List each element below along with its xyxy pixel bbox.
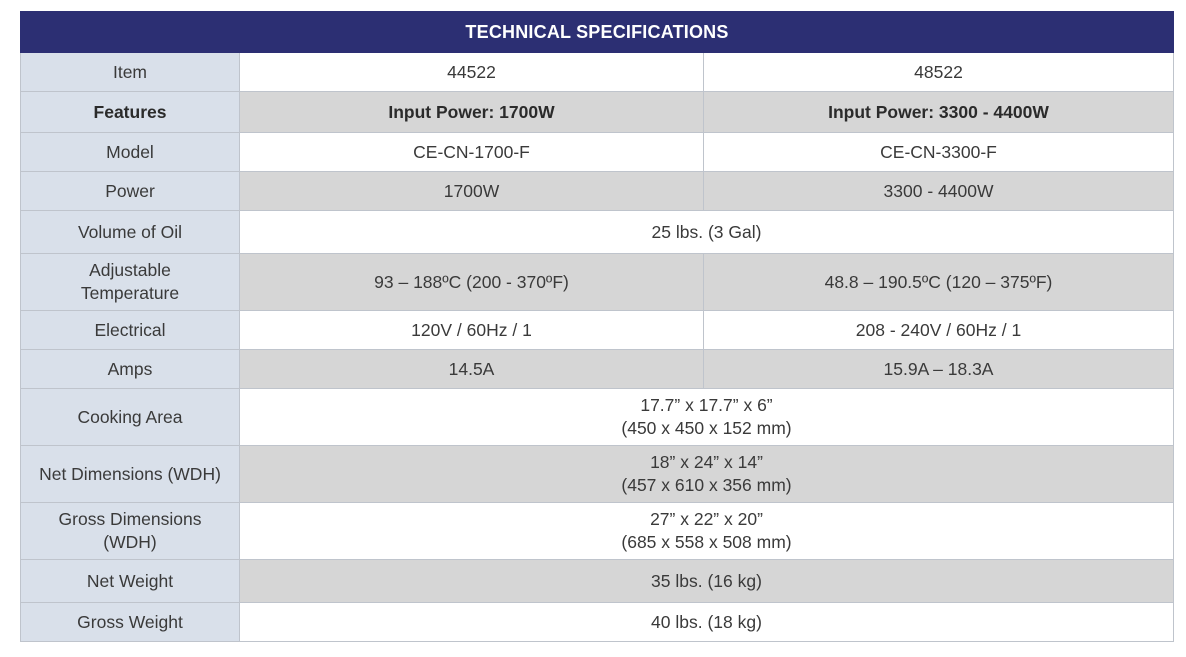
row-label-cooking-area: Cooking Area (20, 388, 240, 446)
cell-features-44522: Input Power: 1700W (239, 91, 704, 133)
row-label-adjustable-temperature: Adjustable Temperature (20, 253, 240, 311)
cell-item-44522: 44522 (239, 52, 704, 92)
row-label-power: Power (20, 171, 240, 211)
dimension-imperial: 18” x 24” x 14” (650, 452, 763, 472)
cell-model-44522: CE-CN-1700-F (239, 132, 704, 172)
table-row-gross-weight: Gross Weight 40 lbs. (18 kg) (20, 602, 1174, 642)
table-row-amps: Amps 14.5A 15.9A – 18.3A (20, 349, 1174, 389)
spec-table-container: TECHNICAL SPECIFICATIONS Item 44522 4852… (20, 11, 1174, 642)
dimension-imperial: 17.7” x 17.7” x 6” (640, 395, 773, 415)
table-row-electrical: Electrical 120V / 60Hz / 1 208 - 240V / … (20, 310, 1174, 350)
label-line: Adjustable (89, 260, 171, 280)
cell-electrical-48522: 208 - 240V / 60Hz / 1 (703, 310, 1174, 350)
table-row-net-weight: Net Weight 35 lbs. (16 kg) (20, 559, 1174, 603)
row-label-net-weight: Net Weight (20, 559, 240, 603)
dimension-metric: (685 x 558 x 508 mm) (621, 532, 792, 552)
cell-features-48522: Input Power: 3300 - 4400W (703, 91, 1174, 133)
cell-item-48522: 48522 (703, 52, 1174, 92)
dimension-metric: (450 x 450 x 152 mm) (621, 418, 792, 438)
table-row-adjustable-temperature: Adjustable Temperature 93 – 188ºC (200 -… (20, 253, 1174, 311)
table-row-cooking-area: Cooking Area 17.7” x 17.7” x 6” (450 x 4… (20, 388, 1174, 446)
cell-temperature-48522: 48.8 – 190.5ºC (120 – 375ºF) (703, 253, 1174, 311)
row-label-features: Features (20, 91, 240, 133)
row-label-model: Model (20, 132, 240, 172)
row-label-net-dimensions: Net Dimensions (WDH) (20, 445, 240, 503)
row-label-electrical: Electrical (20, 310, 240, 350)
label-line: Gross Dimensions (58, 509, 202, 529)
table-row-volume-of-oil: Volume of Oil 25 lbs. (3 Gal) (20, 210, 1174, 254)
cell-temperature-44522: 93 – 188ºC (200 - 370ºF) (239, 253, 704, 311)
technical-specifications-table: TECHNICAL SPECIFICATIONS Item 44522 4852… (20, 11, 1174, 642)
table-row-net-dimensions: Net Dimensions (WDH) 18” x 24” x 14” (45… (20, 445, 1174, 503)
table-row-features: Features Input Power: 1700W Input Power:… (20, 91, 1174, 133)
cell-power-44522: 1700W (239, 171, 704, 211)
label-line: Temperature (80, 283, 180, 303)
row-label-gross-dimensions: Gross Dimensions (WDH) (20, 502, 240, 560)
row-label-volume-of-oil: Volume of Oil (20, 210, 240, 254)
table-row-power: Power 1700W 3300 - 4400W (20, 171, 1174, 211)
cell-gross-dimensions: 27” x 22” x 20” (685 x 558 x 508 mm) (239, 502, 1174, 560)
cell-cooking-area: 17.7” x 17.7” x 6” (450 x 450 x 152 mm) (239, 388, 1174, 446)
dimension-imperial: 27” x 22” x 20” (650, 509, 763, 529)
row-label-gross-weight: Gross Weight (20, 602, 240, 642)
cell-gross-weight: 40 lbs. (18 kg) (239, 602, 1174, 642)
cell-model-48522: CE-CN-3300-F (703, 132, 1174, 172)
cell-volume-of-oil: 25 lbs. (3 Gal) (239, 210, 1174, 254)
table-row-item: Item 44522 48522 (20, 52, 1174, 92)
cell-electrical-44522: 120V / 60Hz / 1 (239, 310, 704, 350)
table-title: TECHNICAL SPECIFICATIONS (20, 11, 1174, 53)
cell-net-dimensions: 18” x 24” x 14” (457 x 610 x 356 mm) (239, 445, 1174, 503)
cell-power-48522: 3300 - 4400W (703, 171, 1174, 211)
cell-amps-48522: 15.9A – 18.3A (703, 349, 1174, 389)
table-row-gross-dimensions: Gross Dimensions (WDH) 27” x 22” x 20” (… (20, 502, 1174, 560)
label-line: (WDH) (103, 532, 157, 552)
row-label-amps: Amps (20, 349, 240, 389)
cell-amps-44522: 14.5A (239, 349, 704, 389)
row-label-item: Item (20, 52, 240, 92)
dimension-metric: (457 x 610 x 356 mm) (621, 475, 792, 495)
cell-net-weight: 35 lbs. (16 kg) (239, 559, 1174, 603)
table-row-model: Model CE-CN-1700-F CE-CN-3300-F (20, 132, 1174, 172)
